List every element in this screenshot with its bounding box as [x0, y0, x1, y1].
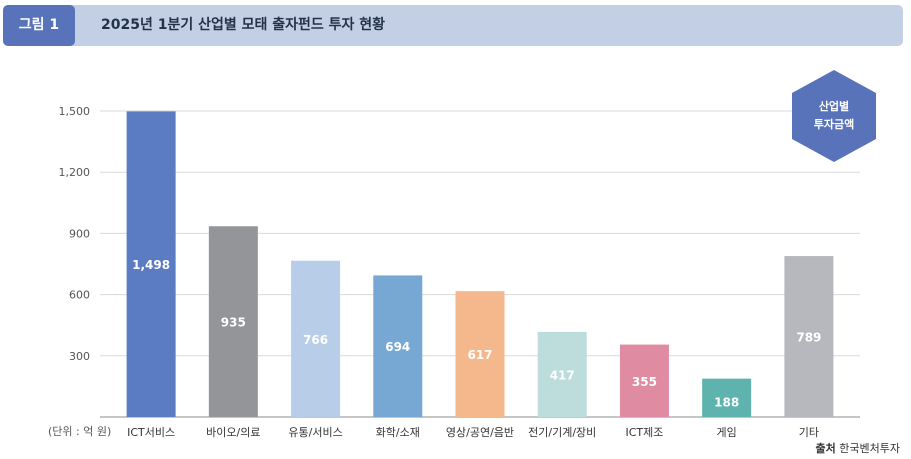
y-tick-label: 600	[69, 289, 90, 302]
bar-value-label: 694	[385, 340, 410, 354]
x-tick-label: 전기/기계/장비	[528, 426, 596, 439]
bar-value-label: 188	[714, 396, 739, 410]
source-text: 한국벤처투자	[839, 442, 900, 455]
x-tick-label: 바이오/의료	[206, 426, 260, 439]
bar-value-label: 617	[467, 348, 492, 362]
bar-value-label: 1,498	[132, 258, 170, 272]
bar	[126, 111, 176, 418]
hexagon-badge-icon	[792, 70, 876, 162]
badge-line-1: 산업별	[818, 100, 850, 113]
bar	[619, 344, 669, 417]
bar-value-label: 935	[221, 316, 246, 330]
unit-label: (단위 : 억 원)	[48, 425, 112, 438]
x-tick-label: 기타	[799, 426, 819, 439]
bar-value-label: 789	[796, 331, 821, 345]
x-tick-label: ICT제조	[625, 426, 663, 439]
bar	[537, 331, 587, 417]
x-tick-label: 유통/서비스	[288, 426, 342, 439]
figure-title: 2025년 1분기 산업별 모태 출자펀드 투자 현황	[101, 17, 386, 33]
y-tick-label: 900	[69, 227, 90, 240]
bar	[373, 275, 423, 417]
bar	[291, 260, 341, 417]
x-tick-label: 영상/공연/음반	[446, 426, 514, 439]
y-tick-label: 300	[69, 350, 90, 363]
bar	[208, 226, 258, 417]
bar	[702, 378, 752, 417]
x-tick-label: ICT서비스	[127, 426, 175, 439]
category-badge: 산업별 투자금액	[788, 68, 880, 164]
figure-header-bar	[3, 5, 903, 46]
source-label: 출처	[815, 442, 836, 455]
bar-value-label: 355	[632, 375, 657, 389]
bar	[784, 256, 834, 417]
y-tick-label: 1,200	[59, 166, 91, 179]
bar-value-label: 766	[303, 333, 328, 347]
badge-line-2: 투자금액	[813, 118, 855, 131]
bar	[455, 291, 505, 417]
x-tick-label: 게임	[717, 426, 737, 439]
x-tick-label: 화학/소재	[376, 426, 420, 439]
source-note: 출처 한국벤처투자	[816, 440, 900, 456]
bar-value-label: 417	[550, 368, 575, 382]
y-tick-label: 1,500	[59, 105, 91, 118]
figure-tag: 그림 1	[3, 5, 75, 46]
